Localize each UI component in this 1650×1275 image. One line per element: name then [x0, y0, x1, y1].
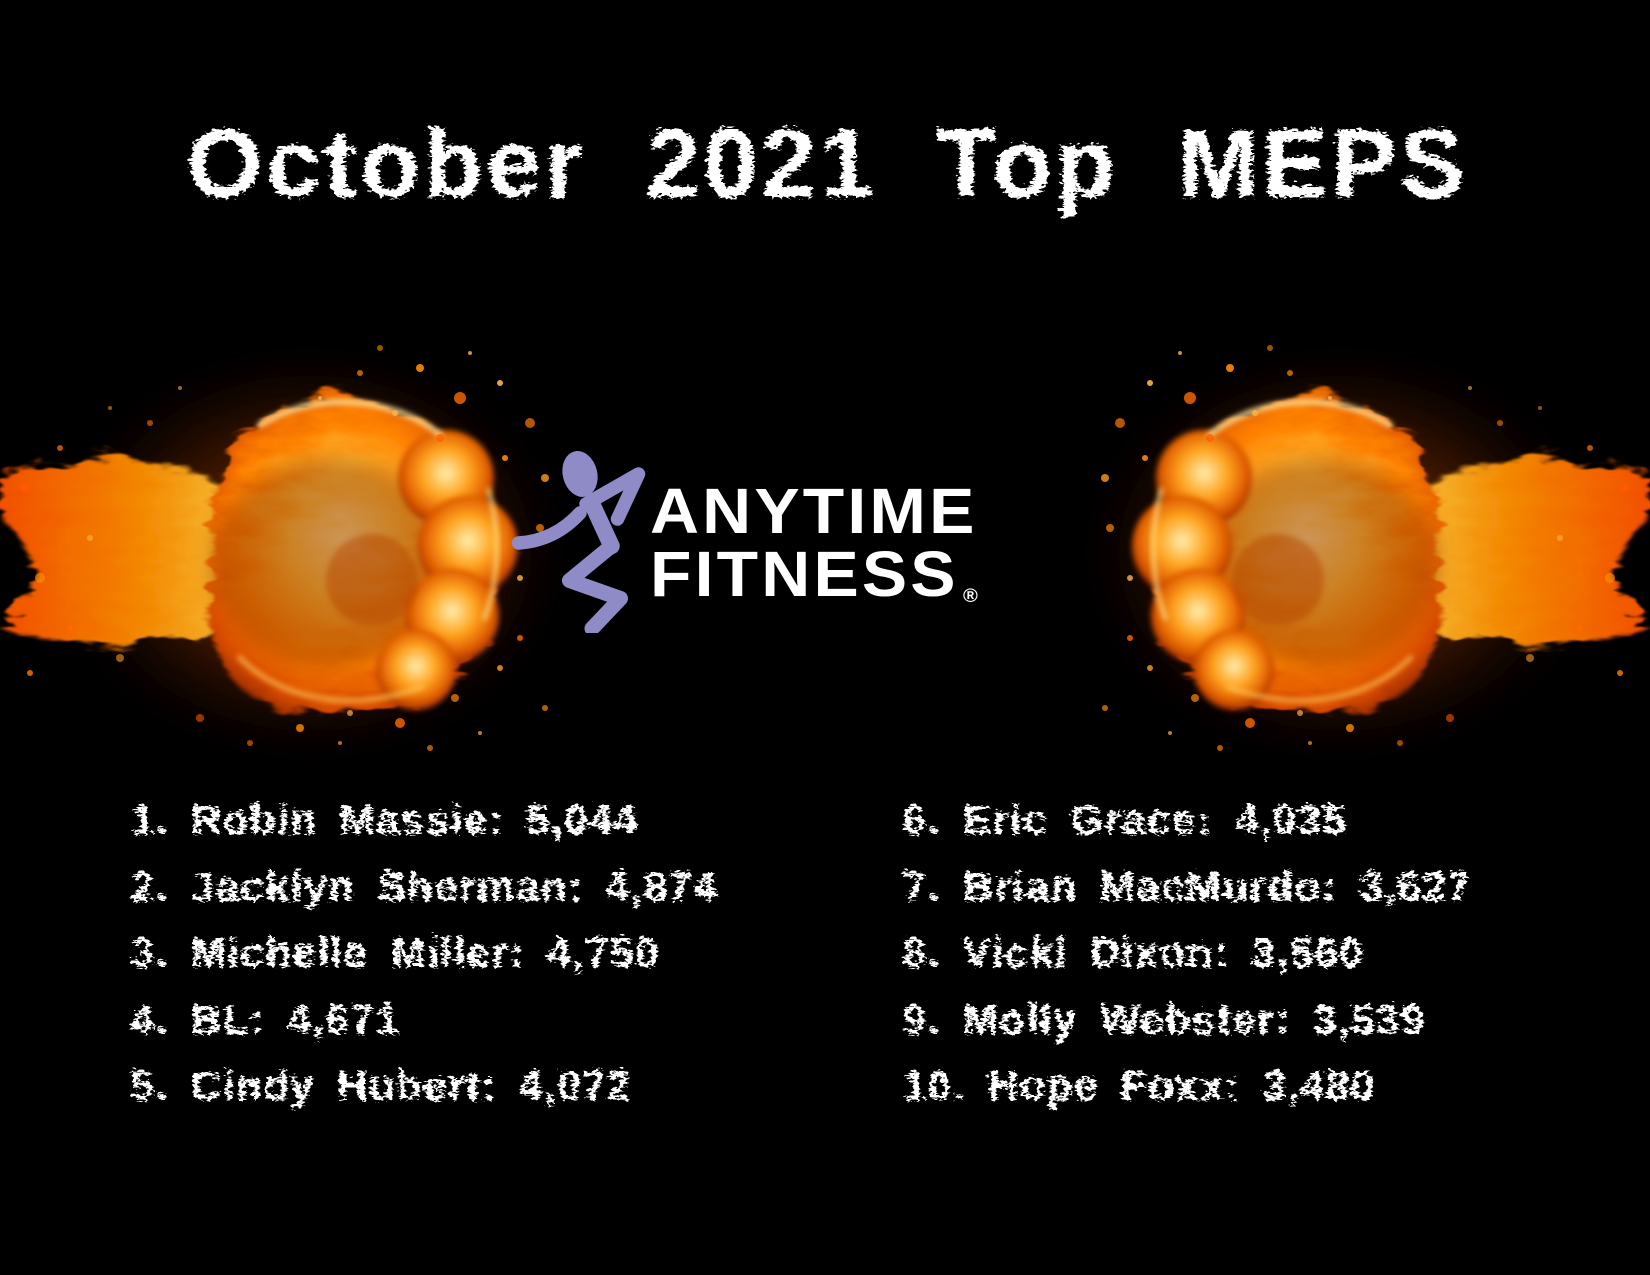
- fire-fist-left-image: [0, 328, 565, 758]
- leaderboard-row: 8. Vicki Dixon: 3,560: [900, 926, 1362, 974]
- poster-title: October 2021 Top MEPS: [184, 106, 1466, 215]
- leaderboard-row: 9. Molly Webster: 3,539: [900, 992, 1423, 1040]
- brand-fitness: FITNESS: [650, 538, 959, 610]
- leaderboard-row: 6. Eric Grace: 4,035: [900, 793, 1345, 841]
- brand-wordmark: ANYTIME FITNESS ®: [650, 475, 978, 610]
- leaderboard-row: 3. Michelle Miller: 4,750: [128, 926, 658, 974]
- leaderboard-row: 7. Brian MacMurdo: 3,627: [900, 859, 1470, 907]
- leaderboard: 1. Robin Massie: 5,044 2. Jacklyn Sherma…: [0, 784, 1650, 1117]
- leaderboard-row: 2. Jacklyn Sherman: 4,874: [128, 859, 716, 907]
- registered-trademark: ®: [962, 585, 978, 607]
- leaderboard-column-left: 1. Robin Massie: 5,044 2. Jacklyn Sherma…: [128, 784, 900, 1117]
- brand-anytime: ANYTIME: [650, 475, 978, 548]
- anytime-fitness-logo: ANYTIME FITNESS ®: [500, 448, 1180, 638]
- leaderboard-column-right: 6. Eric Grace: 4,035 7. Brian MacMurdo: …: [900, 784, 1469, 1117]
- running-man-icon: [511, 451, 646, 633]
- leaderboard-row: 5. Cindy Hubert: 4,072: [128, 1059, 630, 1107]
- leaderboard-row: 10. Hope Foxx: 3,480: [900, 1059, 1373, 1107]
- leaderboard-row: 1. Robin Massie: 5,044: [128, 793, 637, 841]
- leaderboard-row: 4. BL: 4,671: [128, 992, 398, 1040]
